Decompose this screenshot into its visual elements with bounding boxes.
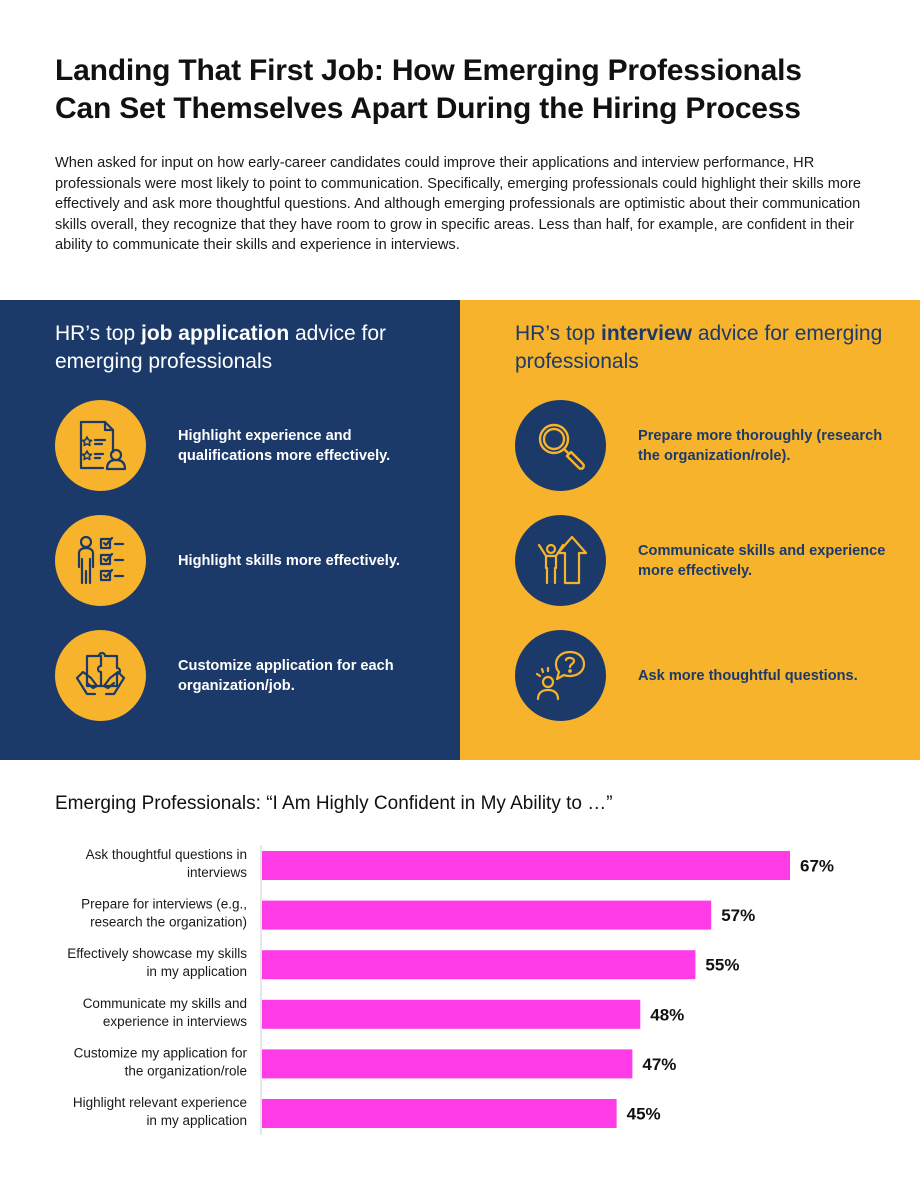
category-label-line: Effectively showcase my skills (67, 946, 247, 961)
tip-ask-questions: Ask more thoughtful questions. (515, 630, 915, 722)
tip-highlight-skills: Highlight skills more effectively. (55, 515, 455, 607)
intro-paragraph: When asked for input on how early-career… (55, 155, 861, 253)
interview-heading: HR’s top interview advice for emerging p… (515, 322, 883, 373)
category-label: Prepare for interviews (e.g., research th… (81, 897, 247, 930)
interview-advice-panel: HR’s top interview advice for emerging p… (460, 300, 920, 760)
chart-bar (262, 1049, 633, 1079)
confidence-bar-chart: Ask thoughtful questions in interviews 67%… (67, 845, 834, 1135)
category-label-line: Ask thoughtful questions in (86, 847, 247, 862)
chart-row: Highlight relevant experience in my appli… (73, 1095, 661, 1128)
value-label: 47% (642, 1055, 676, 1074)
tip-customize-application: Customize application for each organizat… (55, 630, 455, 722)
tip-text: Highlight skills more effectively. (178, 552, 400, 569)
tip-text: Highlight experience and qualifications … (178, 427, 391, 464)
job-application-advice-panel: HR’s top job application advice for emer… (0, 300, 460, 760)
value-label: 67% (800, 857, 834, 876)
category-label-line: experience in interviews (103, 1014, 247, 1029)
question-bubble-icon (515, 630, 606, 721)
value-label: 48% (650, 1005, 684, 1024)
category-label-line: Prepare for interviews (e.g., (81, 897, 247, 912)
category-label-line: in my application (146, 1113, 247, 1128)
category-label-line: Communicate my skills and (83, 996, 247, 1011)
tip-text: Prepare more thoroughly (research the or… (638, 427, 883, 464)
magnifier-icon (515, 400, 606, 491)
chart-row: Communicate my skills and experience in i… (83, 996, 684, 1029)
tip-text: Communicate skills and experience more e… (638, 542, 886, 579)
page-title-line-2: Can Set Themselves Apart During the Hiri… (55, 92, 801, 125)
chart-title: Emerging Professionals: “I Am Highly Con… (55, 793, 613, 814)
tip-highlight-experience: Highlight experience and qualifications … (55, 400, 455, 492)
category-label-line: research the organization) (90, 915, 247, 930)
job-application-heading: HR’s top job application advice for emer… (55, 322, 387, 373)
chart-row: Effectively showcase my skills in my appl… (67, 946, 739, 980)
category-label-line: in my application (146, 964, 247, 979)
category-label-line: the organization/role (125, 1063, 247, 1078)
category-label: Customize my application for the organiza… (74, 1045, 248, 1078)
value-label: 45% (627, 1105, 661, 1124)
tip-prepare-thoroughly: Prepare more thoroughly (research the or… (515, 400, 915, 492)
chart-bar (262, 950, 696, 980)
tip-communicate-skills: Communicate skills and experience more e… (515, 515, 915, 607)
value-label: 55% (705, 956, 739, 975)
resume-icon (55, 400, 146, 491)
tip-text: Customize application for each organizat… (178, 657, 394, 694)
category-label: Highlight relevant experience in my appli… (73, 1095, 247, 1128)
value-label: 57% (721, 906, 755, 925)
chart-bar (262, 1099, 617, 1128)
puzzle-hands-icon (55, 630, 146, 721)
category-label: Effectively showcase my skills in my appl… (67, 946, 247, 979)
growth-person-icon (515, 515, 606, 606)
chart-row: Prepare for interviews (e.g., research th… (81, 897, 755, 930)
chart-bar (262, 851, 790, 880)
tip-text: Ask more thoughtful questions. (638, 667, 858, 684)
category-label: Ask thoughtful questions in interviews (86, 847, 248, 880)
skills-checklist-icon (55, 515, 146, 606)
category-label-line: Highlight relevant experience (73, 1095, 247, 1110)
category-label-line: Customize my application for (74, 1045, 248, 1060)
page-title: Landing That First Job: How Emerging Pro… (55, 52, 885, 128)
chart-bar (262, 999, 641, 1029)
chart-row: Customize my application for the organiza… (74, 1045, 676, 1079)
page-title-line-1: Landing That First Job: How Emerging Pro… (55, 54, 802, 87)
category-label-line: interviews (187, 865, 247, 880)
chart-row: Ask thoughtful questions in interviews 67% (86, 847, 834, 880)
chart-bar (262, 900, 712, 930)
category-label: Communicate my skills and experience in i… (83, 996, 248, 1029)
